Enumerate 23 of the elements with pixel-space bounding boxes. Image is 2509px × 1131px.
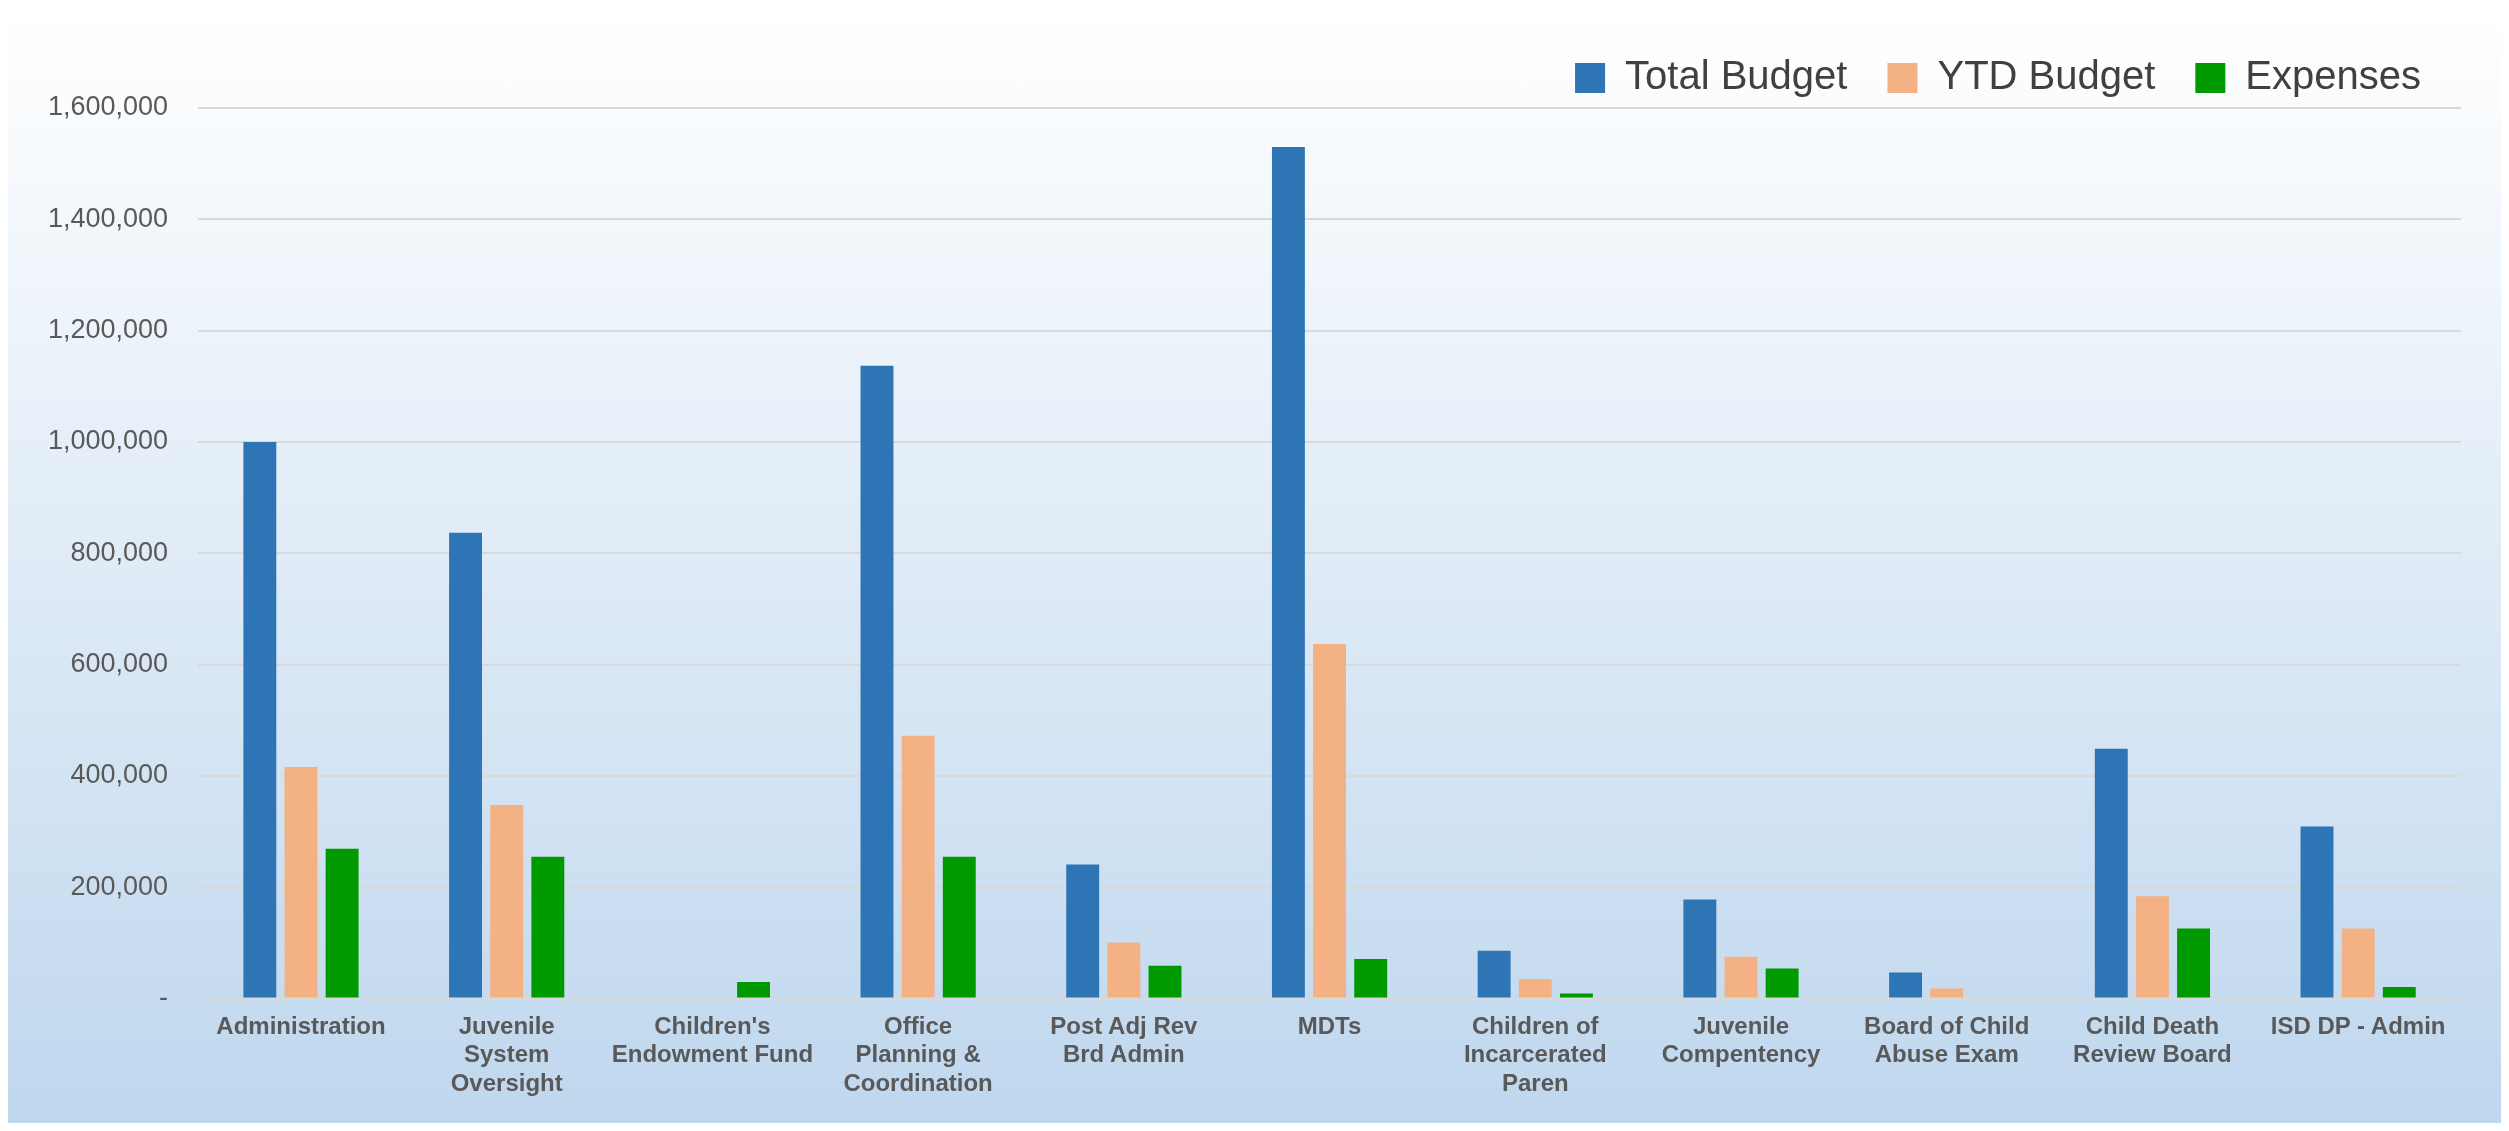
y-tick-label: 400,000 <box>70 759 169 790</box>
y-tick-label: 1,600,000 <box>47 91 169 122</box>
x-tick-label: Board of Child Abuse Exam <box>1864 1011 2030 1068</box>
legend-label: Total Budget <box>1625 53 1848 98</box>
y-tick-label: 1,400,000 <box>47 202 169 233</box>
x-tick-label: Juvenile Compentency <box>1661 1011 1821 1068</box>
legend-label: YTD Budget <box>1937 53 2156 98</box>
y-tick-label: 600,000 <box>70 648 169 679</box>
y-tick-label: 800,000 <box>70 536 169 567</box>
x-tick-label: Children's Endowment Fund <box>611 1011 814 1068</box>
y-tick-label: 1,000,000 <box>47 425 169 456</box>
y-tick-label: 1,200,000 <box>47 314 169 345</box>
x-tick-label: Children of Incarcerated Paren <box>1463 1011 1607 1097</box>
x-tick-label: MDTs <box>1297 1011 1362 1039</box>
x-tick-label: Administration <box>216 1011 386 1039</box>
x-tick-label: ISD DP - Admin <box>2270 1011 2446 1039</box>
x-tick-label: Post Adj Rev Brd Admin <box>1050 1011 1199 1068</box>
x-tick-label: Juvenile System Oversight <box>450 1011 563 1097</box>
y-tick-label: - <box>159 982 169 1013</box>
x-tick-label: Child Death Review Board <box>2073 1011 2232 1068</box>
legend-label: Expenses <box>2245 53 2422 98</box>
y-tick-label: 200,000 <box>70 870 169 901</box>
x-tick-label: Office Planning & Coordination <box>843 1011 993 1097</box>
